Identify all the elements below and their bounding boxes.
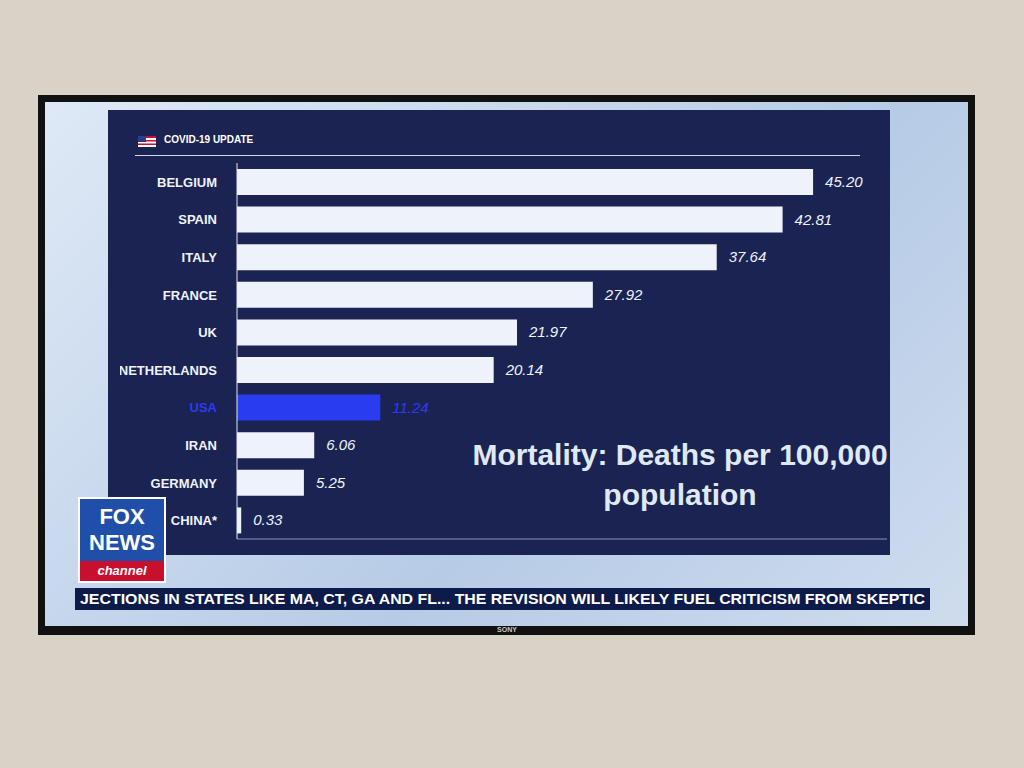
svg-text:BELGIUM: BELGIUM [157,175,217,190]
html-text:FOX NEWS: FOX NEWS [89,504,155,555]
svg-text:42.81: 42.81 [795,211,833,228]
svg-text:37.64: 37.64 [729,248,767,265]
svg-text:SPAIN: SPAIN [178,212,217,227]
svg-text:UK: UK [198,325,217,340]
html-text:COVID-19 UPDATE: COVID-19 UPDATE [164,134,254,145]
svg-text:GERMANY: GERMANY [151,476,218,491]
svg-text:JECTIONS IN STATES LIKE MA, CT: JECTIONS IN STATES LIKE MA, CT, GA AND F… [80,591,925,607]
svg-text:0.33: 0.33 [253,511,283,528]
svg-text:11.24: 11.24 [392,399,428,416]
svg-text:45.20: 45.20 [825,173,863,190]
svg-text:21.97: 21.97 [528,323,567,340]
svg-text:FRANCE: FRANCE [163,288,217,303]
html-text:channel: channel [97,563,147,578]
svg-text:27.92: 27.92 [604,286,643,303]
svg-text:ITALY: ITALY [182,250,218,265]
svg-text:6.06: 6.06 [326,436,356,453]
svg-text:USA: USA [190,400,218,415]
svg-text:NETHERLANDS: NETHERLANDS [120,363,217,378]
svg-text:5.25: 5.25 [316,474,346,491]
svg-text:CHINA*: CHINA* [171,513,218,528]
svg-text:20.14: 20.14 [505,361,544,378]
html-text:SONY: SONY [497,626,517,633]
html-text:Mortality: Deaths per 100,000: Mortality: Deaths per 100,000 population [472,438,888,511]
svg-text:IRAN: IRAN [185,438,217,453]
